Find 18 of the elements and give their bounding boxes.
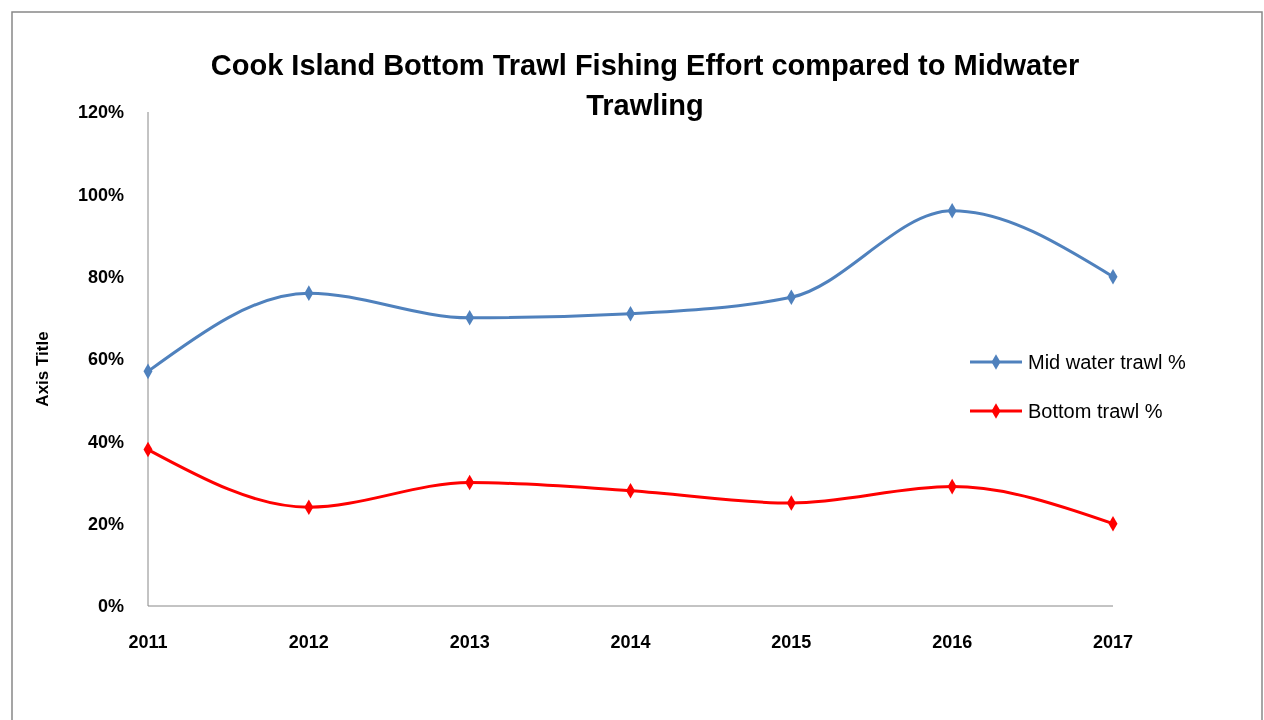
x-tick-label: 2014 <box>610 632 651 652</box>
chart-title: Cook Island Bottom Trawl Fishing Effort compared to Midwater Trawling <box>210 49 1080 121</box>
x-tick-label: 2015 <box>771 632 812 652</box>
y-axis-title: Axis Title <box>33 331 52 407</box>
legend-label: Mid water trawl % <box>1028 351 1187 373</box>
x-tick-label: 2017 <box>1092 632 1134 652</box>
y-tick-label: 80% <box>87 266 124 287</box>
y-tick-label: 20% <box>87 513 124 534</box>
y-tick-label: 120% <box>77 102 124 123</box>
y-tick-label: 60% <box>87 349 124 370</box>
y-tick-label: 40% <box>87 431 124 452</box>
x-tick-label: 2013 <box>449 632 490 652</box>
x-tick-label: 2012 <box>288 632 329 652</box>
x-tick-label: 2016 <box>932 632 973 652</box>
y-tick-label: 100% <box>77 184 124 205</box>
x-tick-label: 2011 <box>128 632 168 652</box>
legend-label: Bottom trawl % <box>1028 400 1163 422</box>
y-tick-label: 0% <box>97 596 124 617</box>
